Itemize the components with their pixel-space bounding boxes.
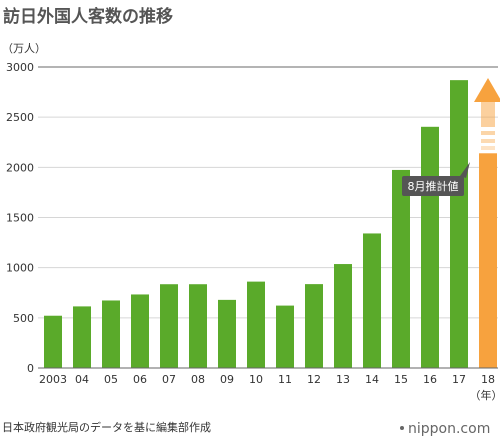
x-tick-label: 18 <box>481 373 495 386</box>
bar-2003 <box>44 315 62 368</box>
arrow-shaft <box>481 101 495 127</box>
x-tick-labels: 2003 04 05 06 07 08 09 10 11 12 13 14 15 16 17 18 <box>39 373 495 386</box>
y-tick-label: 1500 <box>6 212 34 225</box>
callout-text: 8月推計値 <box>408 179 459 193</box>
bar-18 <box>479 153 497 368</box>
x-tick-label: 2003 <box>39 373 67 386</box>
brand-dot-icon <box>400 426 404 430</box>
y-tick-label: 1000 <box>6 262 34 275</box>
x-tick-label: 05 <box>104 373 118 386</box>
y-tick-label: 3000 <box>6 61 34 74</box>
y-tick-label: 0 <box>27 362 34 375</box>
x-tick-label: 14 <box>365 373 379 386</box>
bar-06 <box>131 294 149 368</box>
bar-12 <box>305 284 323 368</box>
chart-title: 訪日外国人客数の推移 <box>3 6 173 27</box>
brand-logo: nippon.com <box>400 421 490 437</box>
x-tick-label: 12 <box>307 373 321 386</box>
y-axis-unit: （万人） <box>2 42 46 55</box>
bar-16 <box>421 126 439 368</box>
bar-14 <box>363 233 381 368</box>
x-tick-label: 04 <box>75 373 89 386</box>
y-tick-label: 2500 <box>6 111 34 124</box>
x-tick-label: 15 <box>394 373 408 386</box>
bar-15 <box>392 169 410 368</box>
x-tick-label: 17 <box>452 373 466 386</box>
brand-name: nippon.com <box>408 421 490 437</box>
arrow-dash <box>481 131 495 135</box>
bar-13 <box>334 264 352 368</box>
x-tick-label: 11 <box>278 373 292 386</box>
bar-08 <box>189 284 207 368</box>
callout-box <box>402 176 464 196</box>
x-tick-label: 06 <box>133 373 147 386</box>
x-tick-label: 16 <box>423 373 437 386</box>
x-tick-label: 07 <box>162 373 176 386</box>
callout-pointer <box>460 162 470 178</box>
x-tick-label: 08 <box>191 373 205 386</box>
x-axis-year-unit: （年） <box>470 388 500 402</box>
bar-07 <box>160 284 178 368</box>
bar-09 <box>218 299 236 368</box>
bars <box>44 80 497 368</box>
arrow-dash <box>481 146 495 150</box>
y-tick-label: 500 <box>13 312 34 325</box>
x-tick-label: 13 <box>336 373 350 386</box>
arrow-dash <box>481 139 495 143</box>
estimate-callout: 8月推計値 <box>402 162 470 196</box>
x-tick-label: 09 <box>220 373 234 386</box>
y-tick-label: 2000 <box>6 161 34 174</box>
bar-17 <box>450 80 468 368</box>
bar-11 <box>276 305 294 368</box>
bar-10 <box>247 281 265 368</box>
bar-04 <box>73 306 91 368</box>
arrow-head <box>474 78 500 102</box>
source-note: 日本政府観光局のデータを基に編集部作成 <box>2 420 211 434</box>
x-tick-label: 10 <box>249 373 263 386</box>
projection-arrow-icon <box>474 78 500 150</box>
bar-05 <box>102 300 120 368</box>
y-tick-labels: 0 500 1000 1500 2000 2500 3000 <box>6 61 34 375</box>
